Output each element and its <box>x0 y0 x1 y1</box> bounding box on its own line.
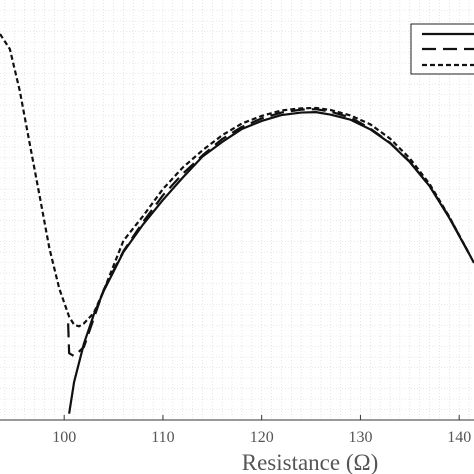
x-tick-label: 140 <box>447 429 471 446</box>
grid <box>0 0 474 420</box>
x-tick-label: 130 <box>348 429 372 446</box>
series-line-3 <box>0 33 471 328</box>
x-tick-label: 110 <box>151 429 174 446</box>
x-tick-label: 100 <box>52 429 76 446</box>
series-lines <box>0 33 474 414</box>
series-line-2 <box>67 108 471 358</box>
x-axis-label: Resistance (Ω) <box>242 450 379 474</box>
x-tick-label: 120 <box>250 429 274 446</box>
x-ticks: 100 110 120 130 140 <box>52 415 471 446</box>
legend <box>410 23 474 75</box>
